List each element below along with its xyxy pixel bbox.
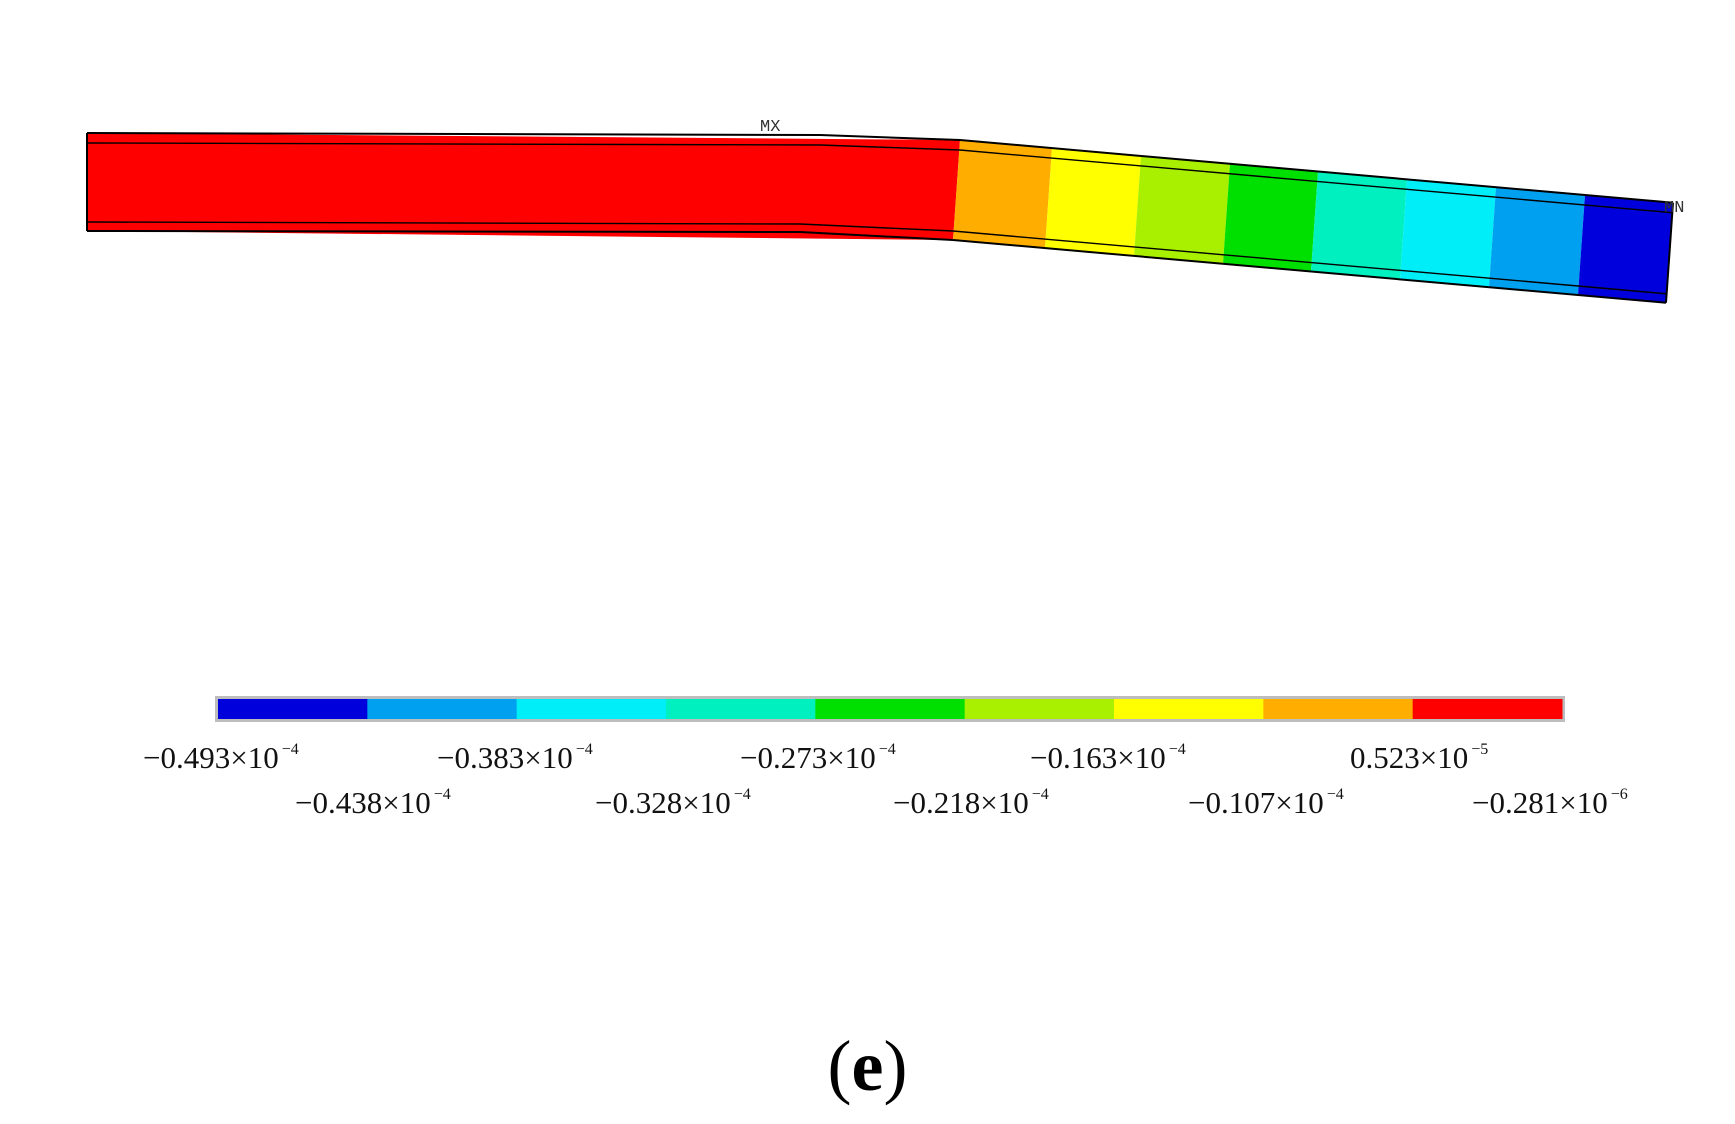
colorbar-swatch <box>516 699 667 719</box>
colorbar-swatch <box>1412 699 1563 719</box>
legend-label-mantissa: −0.281×10 <box>1472 785 1608 820</box>
caption-open-paren: ( <box>827 1026 852 1106</box>
legend-label-exponent: −4 <box>1168 741 1186 758</box>
legend-label-mantissa: −0.328×10 <box>595 785 731 820</box>
legend-label-exponent: −4 <box>1326 786 1344 803</box>
beam-contour-band <box>1489 187 1585 295</box>
colorbar-swatch <box>1114 699 1264 719</box>
legend-label-bottom: −0.281×10 −6 <box>1472 785 1628 820</box>
legend-label-mantissa: 0.523×10 <box>1350 740 1469 775</box>
legend-label-bottom: −0.438×10 −4 <box>295 785 451 820</box>
legend-label-exponent: −4 <box>281 741 299 758</box>
caption-letter: e <box>851 1026 884 1106</box>
legend-label-mantissa: −0.438×10 <box>295 785 431 820</box>
min-marker-label: MN <box>1664 199 1684 218</box>
colorbar-swatch <box>218 699 368 719</box>
legend-label-bottom: −0.107×10 −4 <box>1188 785 1344 820</box>
colorbar-swatch <box>1263 699 1414 719</box>
beam-bottom-edge <box>86 230 1667 304</box>
beam-contour-band <box>1134 155 1230 264</box>
deformed-beam <box>86 132 1674 304</box>
legend-label-top: −0.273×10 −4 <box>740 740 896 775</box>
legend-label-mantissa: −0.218×10 <box>893 785 1029 820</box>
beam-contour-band <box>1578 195 1673 303</box>
legend-label-mantissa: −0.273×10 <box>740 740 876 775</box>
legend-label-exponent: −4 <box>878 741 896 758</box>
colorbar-swatch <box>964 699 1115 719</box>
legend-label-top: 0.523×10 −5 <box>1350 740 1489 775</box>
legend-label-exponent: −4 <box>433 786 451 803</box>
legend-label-exponent: −5 <box>1471 741 1489 758</box>
legend-label-mantissa: −0.107×10 <box>1188 785 1324 820</box>
colorbar-swatch <box>367 699 518 719</box>
max-marker-label: MX <box>760 118 780 137</box>
beam-contour-band <box>953 140 1052 249</box>
beam-contour-band <box>1400 179 1496 288</box>
legend-label-mantissa: −0.493×10 <box>143 740 279 775</box>
legend-label-top: −0.493×10 −4 <box>143 740 299 775</box>
beam-contour-band <box>1223 163 1318 272</box>
legend-label-bottom: −0.218×10 −4 <box>893 785 1049 820</box>
beam-top-flange-line <box>86 142 1674 214</box>
colorbar-swatch <box>815 699 966 719</box>
caption-close-paren: ) <box>883 1026 908 1106</box>
legend-label-exponent: −4 <box>1031 786 1049 803</box>
beam-bottom-flange-line <box>86 221 1667 295</box>
legend-label-exponent: −4 <box>733 786 751 803</box>
legend-label-mantissa: −0.163×10 <box>1030 740 1166 775</box>
beam-right-end <box>1665 202 1674 303</box>
legend-colorbar <box>215 696 1565 722</box>
legend-label-top: −0.383×10 −4 <box>437 740 593 775</box>
legend-label-top: −0.163×10 −4 <box>1030 740 1186 775</box>
legend-label-exponent: −6 <box>1610 786 1628 803</box>
legend-label-bottom: −0.328×10 −4 <box>595 785 751 820</box>
legend-label-mantissa: −0.383×10 <box>437 740 573 775</box>
beam-segment-uniform <box>87 133 960 240</box>
figure-caption: (e) <box>0 1030 1735 1102</box>
legend-label-exponent: −4 <box>575 741 593 758</box>
colorbar-swatch <box>666 699 816 719</box>
beam-contour-band <box>1311 171 1407 280</box>
beam-top-edge <box>86 132 1674 204</box>
beam-contour-band <box>1045 148 1141 256</box>
